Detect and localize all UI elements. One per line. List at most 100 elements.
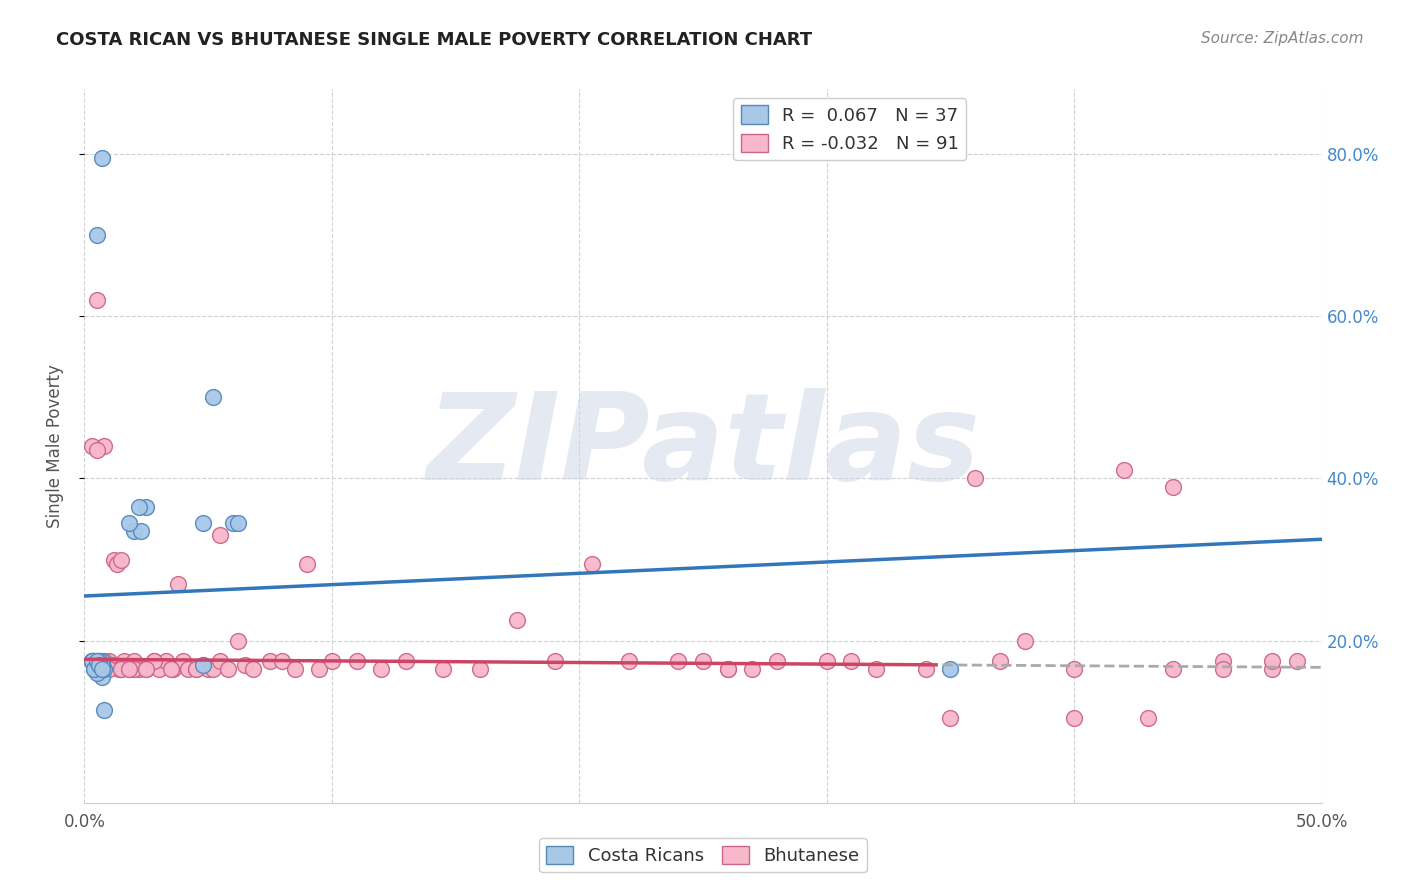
Point (1014, 633, 1036, 648)
Point (103, 552, 125, 566)
Point (1137, 711, 1160, 725)
Point (1112, 463, 1135, 477)
Point (86, 654, 108, 668)
Point (142, 654, 165, 668)
Point (965, 471, 987, 485)
Point (135, 662, 157, 676)
Point (1261, 662, 1284, 676)
Text: ZIPatlas: ZIPatlas (426, 387, 980, 505)
Point (308, 662, 330, 676)
Point (90, 662, 112, 676)
Point (167, 577, 190, 591)
Point (259, 654, 281, 668)
Point (89, 657, 111, 672)
Point (1161, 662, 1184, 676)
Point (93, 702, 115, 716)
Point (93, 439, 115, 453)
Point (717, 662, 740, 676)
Point (162, 662, 184, 676)
Point (89, 657, 111, 672)
Point (543, 654, 565, 668)
Point (128, 662, 150, 676)
Point (581, 557, 603, 571)
Point (177, 662, 200, 676)
Point (1212, 662, 1234, 676)
Point (118, 516, 141, 530)
Point (86, 654, 108, 668)
Point (128, 500, 150, 514)
Point (766, 654, 789, 668)
Point (83, 662, 105, 676)
Point (209, 528, 232, 542)
Point (90, 662, 112, 676)
Point (1261, 654, 1284, 668)
Point (295, 557, 318, 571)
Point (242, 662, 264, 676)
Point (1212, 654, 1234, 668)
Point (717, 662, 740, 676)
Point (197, 662, 219, 676)
Point (83, 654, 105, 668)
Point (110, 662, 132, 676)
Point (100, 657, 122, 672)
Point (93, 662, 115, 676)
Point (914, 662, 936, 676)
Point (135, 662, 157, 676)
Point (226, 516, 249, 530)
Point (155, 654, 177, 668)
Point (80, 654, 103, 668)
Point (90, 670, 112, 684)
Point (142, 654, 165, 668)
Point (93, 654, 115, 668)
Point (89, 657, 111, 672)
Point (110, 552, 132, 566)
Point (80, 654, 103, 668)
Point (226, 633, 249, 648)
Point (1161, 479, 1184, 493)
Point (90, 657, 112, 672)
Point (89, 654, 111, 668)
Point (184, 662, 207, 676)
Point (108, 662, 131, 676)
Point (98, 662, 121, 676)
Point (617, 654, 640, 668)
Point (89, 654, 111, 668)
Point (506, 613, 529, 627)
Point (284, 662, 307, 676)
Point (939, 711, 962, 725)
Point (148, 662, 170, 676)
Point (83, 654, 105, 668)
Point (370, 662, 392, 676)
Point (988, 654, 1011, 668)
Point (135, 500, 157, 514)
Point (209, 654, 232, 668)
Point (80, 439, 103, 453)
Point (321, 654, 343, 668)
Point (86, 293, 108, 307)
Point (96, 662, 118, 676)
Point (122, 654, 145, 668)
Point (172, 654, 194, 668)
Point (841, 654, 863, 668)
Point (692, 654, 714, 668)
Point (271, 654, 294, 668)
Point (191, 657, 214, 672)
Point (160, 662, 183, 676)
Point (118, 662, 141, 676)
Legend: Costa Ricans, Bhutanese: Costa Ricans, Bhutanese (538, 838, 868, 872)
Point (83, 662, 105, 676)
Point (96, 662, 118, 676)
Text: Source: ZipAtlas.com: Source: ZipAtlas.com (1201, 31, 1364, 46)
Point (741, 662, 763, 676)
Point (1063, 662, 1085, 676)
Point (1285, 654, 1308, 668)
Point (470, 662, 492, 676)
Point (98, 654, 121, 668)
Point (129, 524, 152, 538)
Point (202, 662, 225, 676)
Point (666, 654, 689, 668)
Point (83, 657, 105, 672)
Point (110, 662, 132, 676)
Point (89, 662, 111, 676)
Point (184, 662, 207, 676)
